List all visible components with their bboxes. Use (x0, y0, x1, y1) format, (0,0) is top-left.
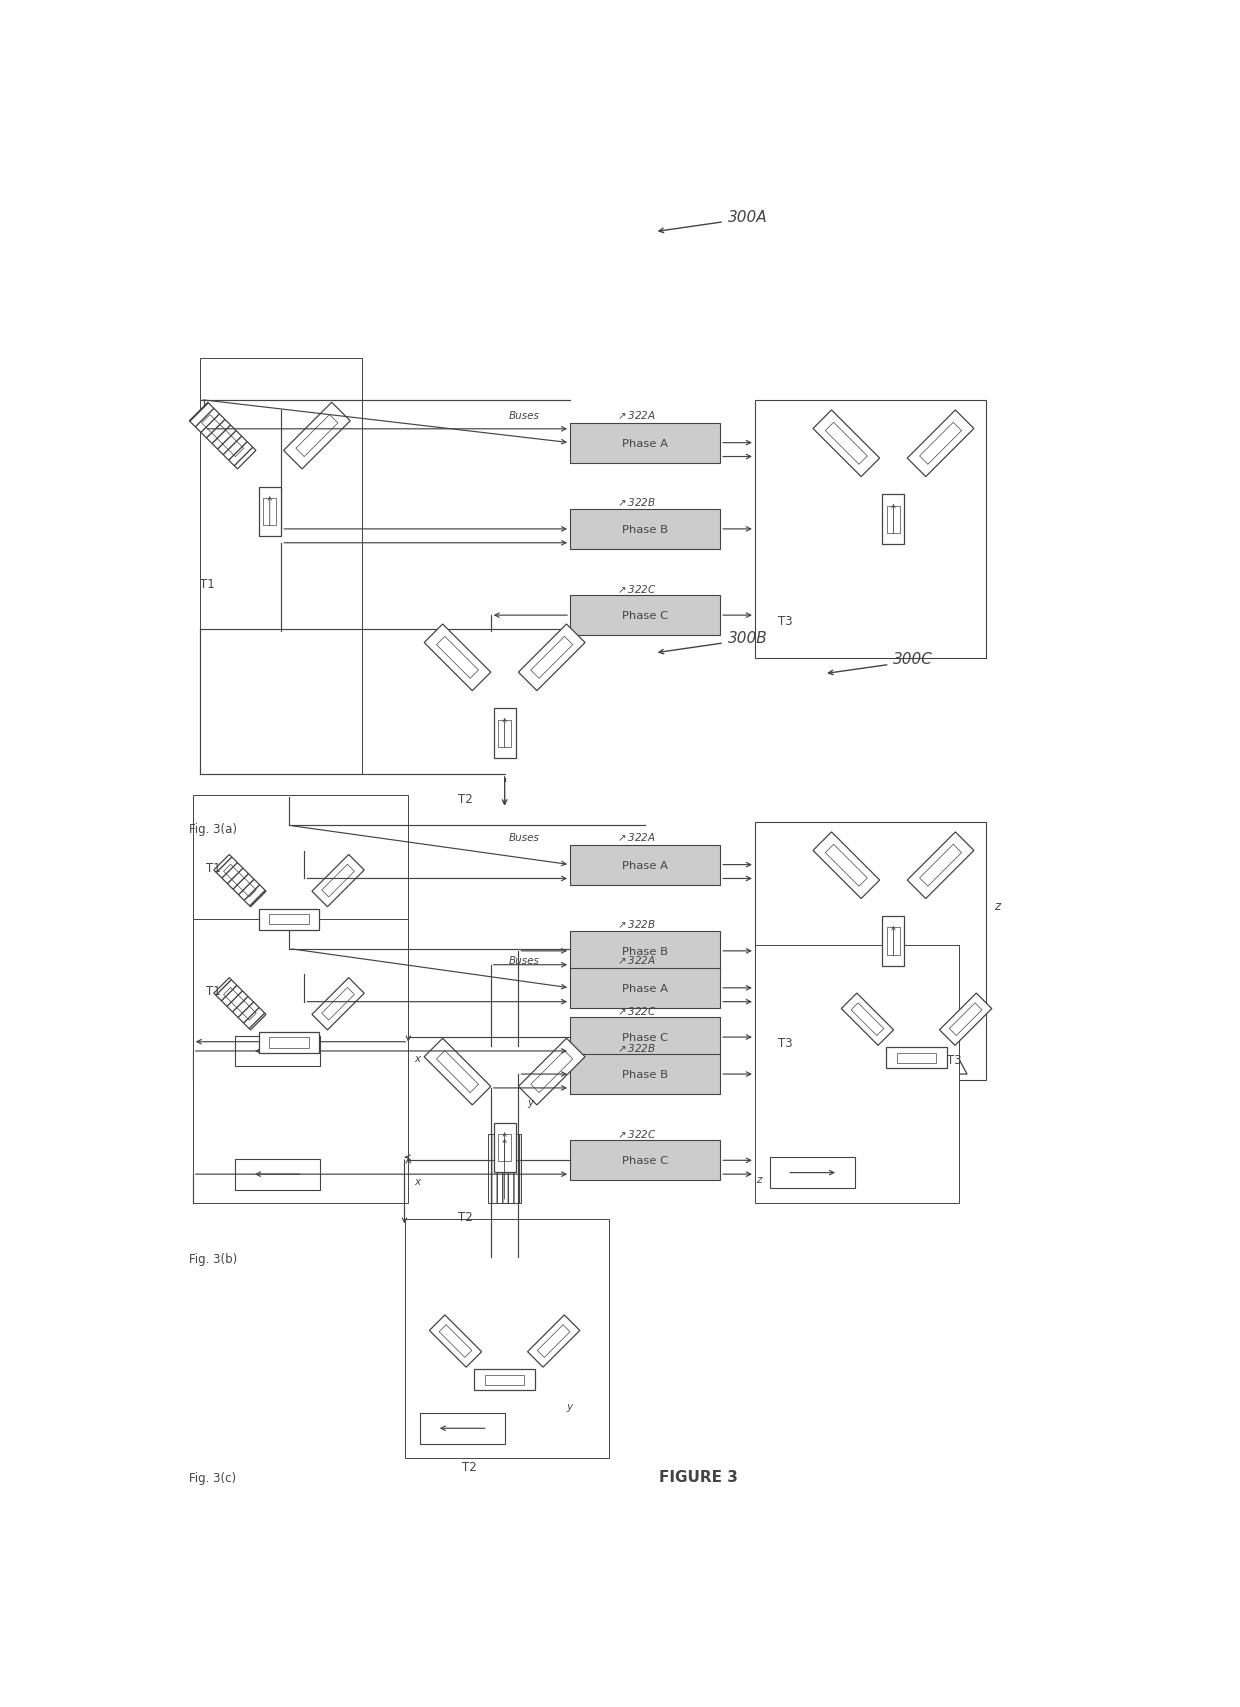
Polygon shape (424, 1038, 491, 1104)
Text: Buses: Buses (508, 831, 539, 842)
Bar (570, 1055, 720, 1094)
Bar (192, 918, 408, 1203)
Text: Buses: Buses (508, 956, 539, 964)
Polygon shape (866, 982, 967, 1074)
Polygon shape (494, 708, 516, 758)
Polygon shape (527, 1314, 580, 1367)
Text: $\nearrow$322B: $\nearrow$322B (615, 1041, 656, 1053)
Bar (755, 401, 986, 659)
Text: T2: T2 (459, 792, 474, 806)
Text: 300A: 300A (728, 210, 768, 225)
Text: z: z (993, 900, 999, 913)
Text: x: x (414, 1053, 420, 1063)
Polygon shape (518, 625, 585, 691)
Text: Phase B: Phase B (622, 524, 668, 534)
Polygon shape (190, 403, 255, 469)
Text: Phase B: Phase B (622, 946, 668, 956)
Polygon shape (259, 486, 280, 538)
Text: y: y (567, 1401, 573, 1412)
Text: $\nearrow$322C: $\nearrow$322C (615, 1004, 657, 1016)
Polygon shape (883, 495, 904, 545)
Polygon shape (813, 833, 879, 900)
Bar (404, 1219, 609, 1458)
Polygon shape (238, 966, 340, 1058)
Polygon shape (312, 978, 365, 1031)
Bar (755, 823, 986, 1081)
Text: z: z (756, 1174, 761, 1185)
Text: Phase C: Phase C (622, 1156, 668, 1166)
Polygon shape (312, 855, 365, 906)
Polygon shape (454, 1304, 556, 1396)
Text: T2: T2 (463, 1459, 477, 1473)
Text: $\nearrow$322C: $\nearrow$322C (615, 582, 657, 594)
Polygon shape (841, 993, 894, 1046)
Text: Fig. 3(c): Fig. 3(c) (188, 1471, 236, 1485)
Text: T1: T1 (206, 985, 221, 997)
Bar (570, 596, 720, 635)
Text: Buses: Buses (508, 410, 539, 420)
Bar (570, 423, 720, 463)
Polygon shape (429, 1314, 481, 1367)
Polygon shape (813, 411, 879, 478)
Polygon shape (213, 855, 267, 906)
Bar (770, 1157, 854, 1188)
Polygon shape (908, 833, 973, 900)
Bar (236, 1036, 320, 1067)
Bar (192, 795, 408, 1081)
Text: FIGURE 3: FIGURE 3 (658, 1470, 738, 1485)
Text: Phase C: Phase C (622, 1033, 668, 1043)
Polygon shape (887, 1048, 947, 1069)
Polygon shape (238, 843, 340, 935)
Bar (201, 358, 362, 775)
Text: Fig. 3(b): Fig. 3(b) (188, 1253, 237, 1265)
Text: Phase C: Phase C (622, 611, 668, 621)
Polygon shape (940, 993, 992, 1046)
Text: T1: T1 (201, 579, 216, 591)
Text: y: y (528, 1098, 534, 1108)
Bar (570, 932, 720, 971)
Bar (236, 1159, 320, 1190)
Polygon shape (908, 411, 973, 478)
Polygon shape (474, 1369, 534, 1389)
Text: T2: T2 (459, 1210, 474, 1222)
Bar (570, 1017, 720, 1058)
Text: Fig. 3(a): Fig. 3(a) (188, 823, 237, 836)
Text: x: x (414, 1176, 420, 1186)
Polygon shape (883, 917, 904, 966)
Polygon shape (284, 403, 350, 469)
Text: $\nearrow$322B: $\nearrow$322B (615, 497, 656, 509)
Text: Phase A: Phase A (622, 860, 668, 871)
Bar (570, 968, 720, 1009)
Text: 300B: 300B (728, 632, 768, 645)
Text: $\nearrow$322C: $\nearrow$322C (615, 1127, 657, 1139)
Text: 300C: 300C (894, 652, 934, 666)
Bar (489, 1135, 521, 1203)
Text: T3: T3 (777, 1036, 792, 1050)
Polygon shape (518, 1038, 585, 1104)
Text: Phase A: Phase A (622, 439, 668, 449)
Text: Phase A: Phase A (622, 983, 668, 993)
Text: T3: T3 (777, 615, 792, 628)
Polygon shape (424, 625, 491, 691)
Polygon shape (259, 1033, 320, 1053)
Bar (570, 510, 720, 550)
Text: $\nearrow$322A: $\nearrow$322A (615, 408, 656, 420)
Polygon shape (259, 910, 320, 930)
Text: T3: T3 (947, 1053, 962, 1067)
Polygon shape (213, 978, 267, 1031)
Bar (570, 845, 720, 886)
Text: Phase B: Phase B (622, 1069, 668, 1079)
Text: $\nearrow$322A: $\nearrow$322A (615, 953, 656, 964)
Polygon shape (494, 1123, 516, 1173)
Text: $\nearrow$322A: $\nearrow$322A (615, 830, 656, 842)
Text: T1: T1 (206, 862, 221, 874)
Bar (570, 1140, 720, 1181)
Bar (755, 946, 959, 1203)
Bar (420, 1413, 505, 1444)
Text: $\nearrow$322B: $\nearrow$322B (615, 918, 656, 930)
